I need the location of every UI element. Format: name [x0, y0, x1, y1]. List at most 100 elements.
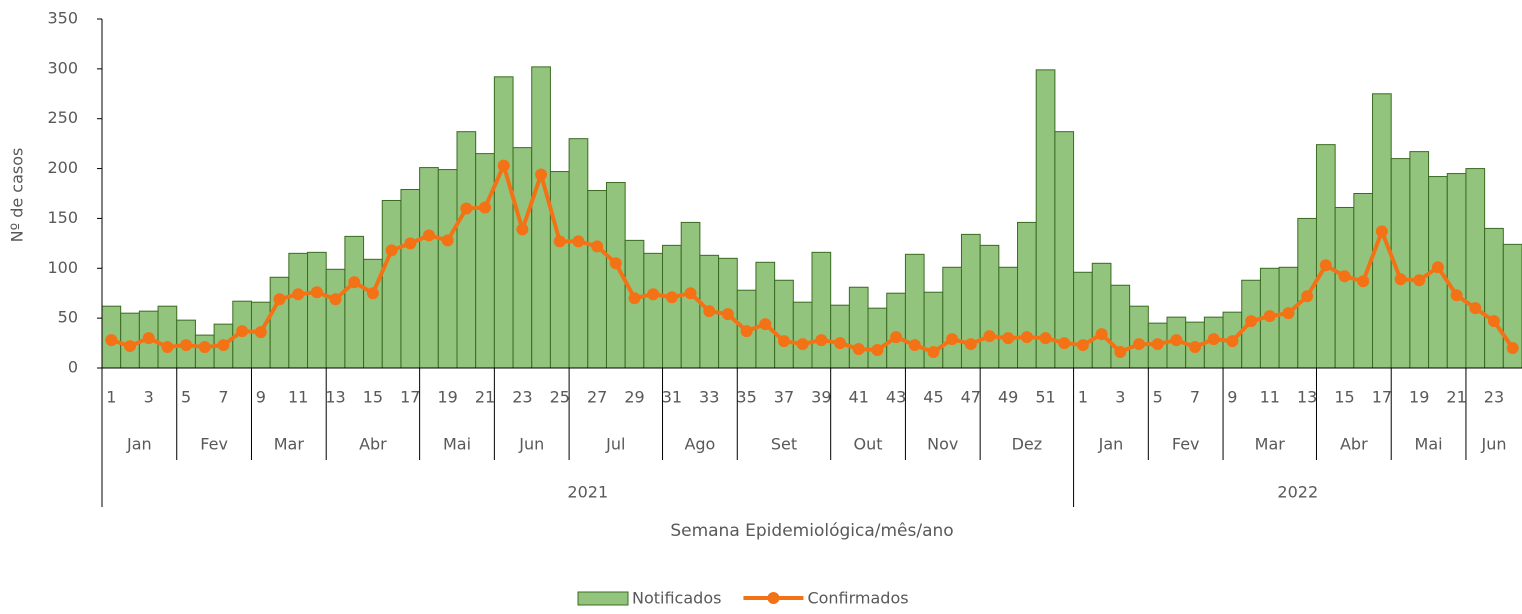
month-label: Mar: [274, 435, 305, 454]
line-marker: [1338, 270, 1351, 283]
line-marker: [441, 234, 454, 247]
line-marker: [105, 334, 118, 347]
line-marker: [310, 286, 323, 299]
bar: [1484, 227, 1504, 369]
x-tick-label: 1: [1078, 388, 1088, 407]
month-label: Dez: [1012, 435, 1043, 454]
month-label: Mai: [1415, 435, 1443, 454]
line-marker: [1263, 310, 1276, 323]
bar: [867, 307, 888, 369]
line-marker: [628, 292, 641, 305]
bar: [269, 276, 290, 369]
bar: [1073, 271, 1093, 369]
y-tick-label: 50: [58, 308, 78, 327]
y-tick-label: 100: [47, 258, 78, 277]
line-marker: [890, 331, 903, 344]
y-tick-label: 200: [47, 158, 78, 177]
line-marker: [460, 202, 473, 215]
line-marker: [815, 334, 828, 347]
month-label: Ago: [684, 435, 715, 454]
line-marker: [665, 291, 678, 304]
y-tick-label: 0: [68, 358, 78, 377]
line-marker: [964, 338, 977, 351]
line-marker: [516, 223, 529, 236]
bar: [475, 153, 495, 369]
line-marker: [1207, 333, 1220, 346]
year-label: 2021: [567, 483, 608, 502]
line-marker: [273, 293, 286, 306]
line-marker: [1095, 328, 1108, 341]
bar: [1315, 144, 1336, 369]
x-tick-label: 19: [437, 388, 457, 407]
bar: [979, 244, 1000, 369]
line-marker: [834, 337, 847, 350]
line-marker: [796, 338, 809, 351]
line-marker: [927, 346, 940, 359]
line-marker: [1319, 259, 1332, 272]
bar: [1409, 151, 1430, 369]
bar: [549, 171, 570, 369]
line-marker: [236, 325, 249, 338]
line-marker: [647, 288, 660, 301]
line-marker: [591, 240, 604, 253]
line-marker: [1076, 339, 1089, 352]
x-tick-label: 21: [475, 388, 495, 407]
legend-label: Confirmados: [807, 589, 908, 608]
x-tick-label: 9: [256, 388, 266, 407]
line-marker: [124, 340, 137, 353]
line-marker: [1020, 331, 1033, 344]
line-marker: [908, 339, 921, 352]
bar: [1091, 262, 1112, 369]
x-tick-label: 43: [886, 388, 906, 407]
month-label: Jan: [1098, 435, 1124, 454]
line-marker: [703, 305, 716, 318]
bar: [1465, 168, 1486, 369]
line-marker: [871, 344, 884, 357]
x-tick-label: 45: [923, 388, 943, 407]
x-tick-label: 3: [144, 388, 154, 407]
line-marker: [1450, 289, 1463, 302]
x-tick-label: 31: [662, 388, 682, 407]
x-tick-label: 7: [1190, 388, 1200, 407]
line-marker: [535, 168, 548, 181]
y-axis-title: Nº de casos: [8, 148, 27, 243]
bar: [344, 235, 365, 369]
bar: [1129, 305, 1149, 369]
line-marker: [1357, 275, 1370, 288]
legend-swatch: [577, 591, 629, 606]
y-tick-label: 150: [47, 208, 78, 227]
x-tick-label: 23: [512, 388, 532, 407]
bar: [830, 304, 850, 369]
legend-marker: [767, 592, 780, 604]
line-marker: [1245, 315, 1258, 328]
x-tick-label: 51: [1035, 388, 1055, 407]
bar: [1446, 173, 1467, 369]
x-tick-label: 11: [288, 388, 308, 407]
bar: [568, 138, 589, 369]
line-marker: [348, 276, 361, 289]
month-label: Out: [854, 435, 883, 454]
line-marker: [422, 229, 435, 242]
bar: [157, 305, 178, 369]
y-tick-label: 350: [47, 9, 78, 28]
line-marker: [609, 257, 622, 270]
x-tick-label: 5: [181, 388, 191, 407]
x-tick-label: 19: [1409, 388, 1429, 407]
line-marker: [142, 332, 155, 345]
line-marker: [161, 341, 174, 354]
line-marker: [385, 244, 398, 257]
line-marker: [217, 339, 230, 352]
line-marker: [721, 308, 734, 321]
month-label: Mai: [443, 435, 471, 454]
bar: [437, 169, 458, 369]
bar: [307, 251, 327, 369]
line-marker: [1002, 332, 1015, 345]
line-marker: [759, 318, 772, 331]
x-tick-label: 29: [624, 388, 644, 407]
month-label: Fev: [200, 435, 228, 454]
x-tick-label: 5: [1153, 388, 1163, 407]
line-marker: [404, 237, 417, 250]
x-tick-label: 11: [1260, 388, 1280, 407]
bar: [400, 189, 421, 369]
